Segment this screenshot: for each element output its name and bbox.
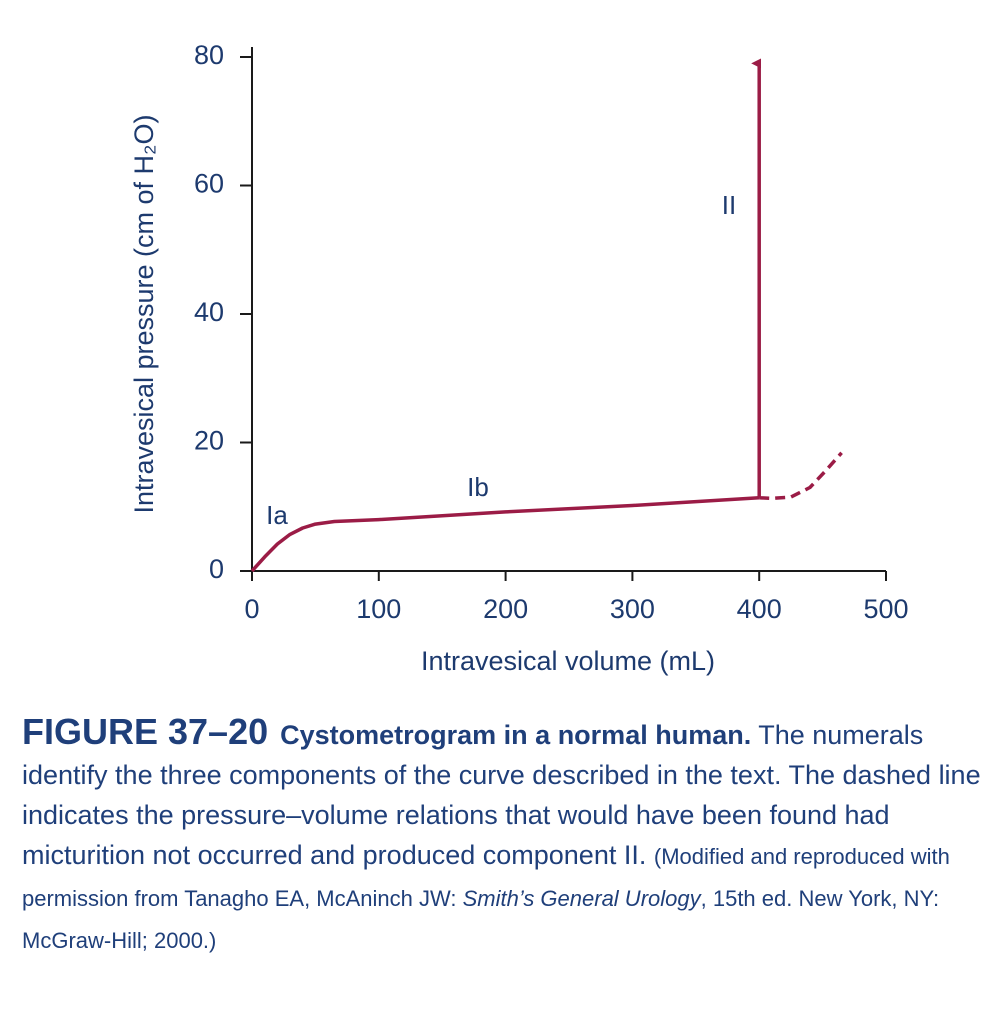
chart: Intravesical volume (mL) Intravesical pr… <box>129 40 909 676</box>
curve <box>759 451 843 501</box>
x-tick-label: 200 <box>483 594 528 624</box>
y-tick-label: 0 <box>209 554 224 584</box>
source-text: , 15th ed. New York, NY: McGraw-Hill; 20… <box>22 886 940 953</box>
source-text: (Modified and reproduced with permission… <box>22 844 950 911</box>
x-tick-label: 100 <box>356 594 401 624</box>
component-label: II <box>722 190 736 220</box>
x-tick-label: 400 <box>737 594 782 624</box>
figure-title: Cystometrogram in a normal human. <box>280 720 752 750</box>
y-tick-label: 80 <box>194 40 224 70</box>
x-tick-label: 0 <box>244 594 259 624</box>
y-axis-label: Intravesical pressure (cm of H₂O) <box>129 114 159 513</box>
component-label: Ib <box>467 472 489 502</box>
source-book: Smith’s General Urology <box>462 886 701 911</box>
figure-label: FIGURE 37–20 <box>22 711 269 752</box>
y-tick-label: 40 <box>194 297 224 327</box>
caption: FIGURE 37–20 Cystometrogram in a normal h… <box>22 712 990 961</box>
y-tick-label: 60 <box>194 169 224 199</box>
caption-text: The numerals identify the three componen… <box>22 720 981 870</box>
x-tick-label: 300 <box>610 594 655 624</box>
source: (Modified and reproduced with permission… <box>22 844 950 953</box>
x-axis-label: Intravesical volume (mL) <box>421 646 715 676</box>
y-tick-label: 20 <box>194 426 224 456</box>
curve <box>250 496 760 573</box>
x-tick-label: 500 <box>863 594 908 624</box>
component-label: Ia <box>266 500 288 530</box>
